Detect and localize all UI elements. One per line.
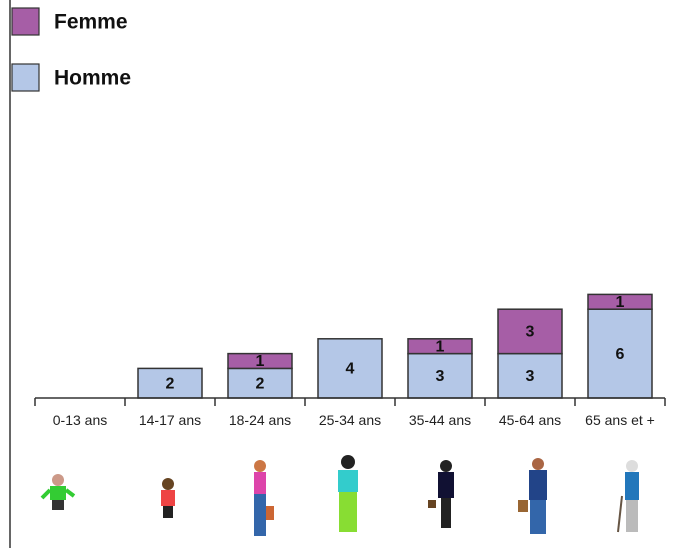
x-tick-label: 14-17 ans (138, 412, 202, 428)
people-icons (40, 455, 639, 536)
bar-segment (407, 352, 473, 399)
bar-segment (497, 308, 563, 355)
x-tick-label: 0-13 ans (52, 412, 108, 428)
bar-segment (587, 308, 653, 399)
data-label: 1 (436, 338, 445, 355)
bar-segment (497, 352, 563, 399)
legend-swatch (11, 63, 40, 92)
legend-label: Femme (54, 11, 128, 34)
data-label: 4 (346, 361, 355, 378)
data-label: 2 (166, 375, 175, 392)
x-tick-label: 65 ans et + (585, 412, 655, 428)
data-label: 3 (436, 368, 445, 385)
legend-swatch (11, 7, 40, 36)
data-label: 1 (616, 294, 625, 311)
bar-segment (317, 338, 383, 399)
x-tick-label: 18-24 ans (228, 412, 292, 428)
bar-segment (227, 352, 293, 370)
bar-segment (587, 293, 653, 310)
x-tick-label: 35-44 ans (408, 412, 472, 428)
bar-segment (407, 338, 473, 355)
data-label: 6 (616, 346, 625, 363)
bar-segment (227, 367, 293, 399)
data-label: 2 (256, 375, 265, 392)
data-label: 3 (526, 368, 535, 385)
data-label: 1 (256, 353, 265, 370)
x-tick-label: 25-34 ans (318, 412, 382, 428)
data-label: 3 (526, 324, 535, 341)
x-tick-label: 45-64 ans (498, 412, 562, 428)
legend-label: Homme (54, 67, 131, 90)
